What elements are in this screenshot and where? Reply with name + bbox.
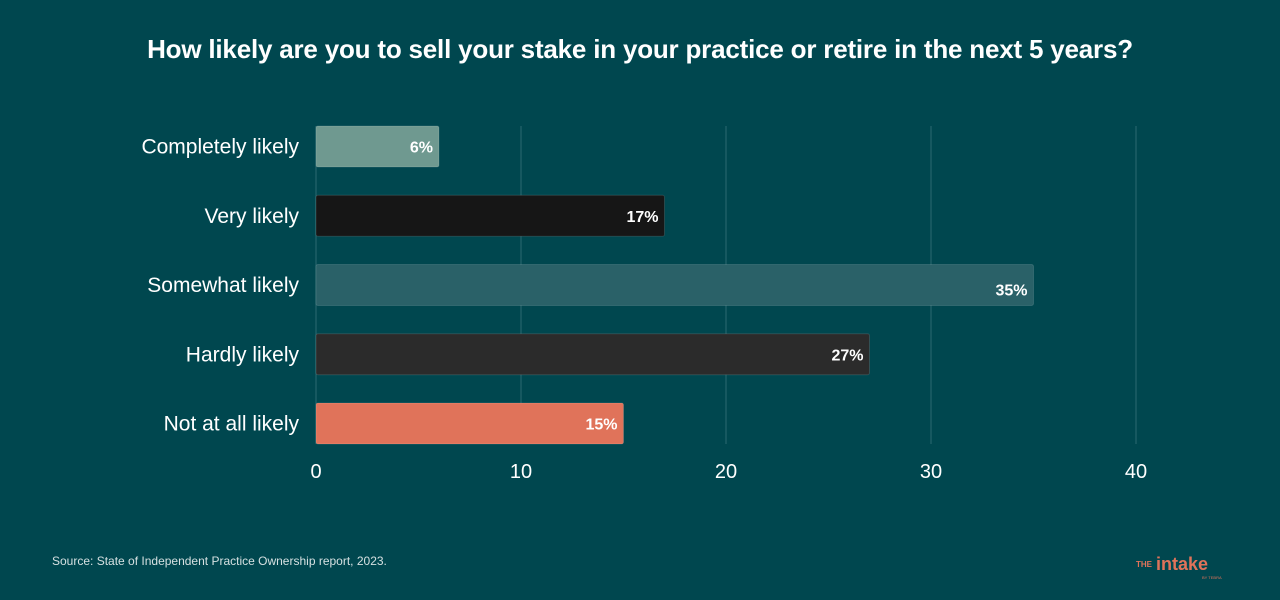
category-label: Somewhat likely bbox=[147, 274, 299, 297]
x-tick-label-30: 30 bbox=[920, 461, 942, 483]
bar-hardly-likely bbox=[315, 333, 870, 376]
bar-not-at-all-likely bbox=[315, 402, 624, 445]
bar-completely-likely bbox=[315, 125, 440, 168]
value-label: 15% bbox=[585, 417, 617, 434]
x-tick-label-10: 10 bbox=[510, 461, 532, 483]
labels: 0 10 20 30 40 Completely likely 6% Very likely 1… bbox=[141, 136, 1147, 484]
value-label: 27% bbox=[831, 347, 863, 364]
bars bbox=[315, 125, 1034, 445]
value-label: 35% bbox=[995, 283, 1027, 300]
x-tick-label-20: 20 bbox=[715, 461, 737, 483]
intake-logo: THE intake BY TEBRA bbox=[1136, 554, 1222, 580]
bar-somewhat-likely bbox=[315, 264, 1034, 306]
x-tick-label-0: 0 bbox=[310, 461, 321, 483]
logo-suffix: BY TEBRA bbox=[1202, 575, 1222, 580]
bar-very-likely bbox=[315, 194, 665, 237]
chart-title: How likely are you to sell your stake in… bbox=[147, 34, 1133, 64]
category-label: Not at all likely bbox=[164, 413, 300, 436]
value-label: 17% bbox=[626, 209, 658, 226]
category-label: Very likely bbox=[204, 205, 299, 228]
value-label: 6% bbox=[410, 140, 433, 157]
category-label: Completely likely bbox=[141, 136, 299, 159]
logo-prefix: THE bbox=[1136, 560, 1153, 569]
logo-name: intake bbox=[1156, 554, 1208, 574]
category-label: Hardly likely bbox=[186, 343, 300, 366]
source-note: Source: State of Independent Practice Ow… bbox=[52, 554, 387, 568]
x-tick-label-40: 40 bbox=[1125, 461, 1147, 483]
